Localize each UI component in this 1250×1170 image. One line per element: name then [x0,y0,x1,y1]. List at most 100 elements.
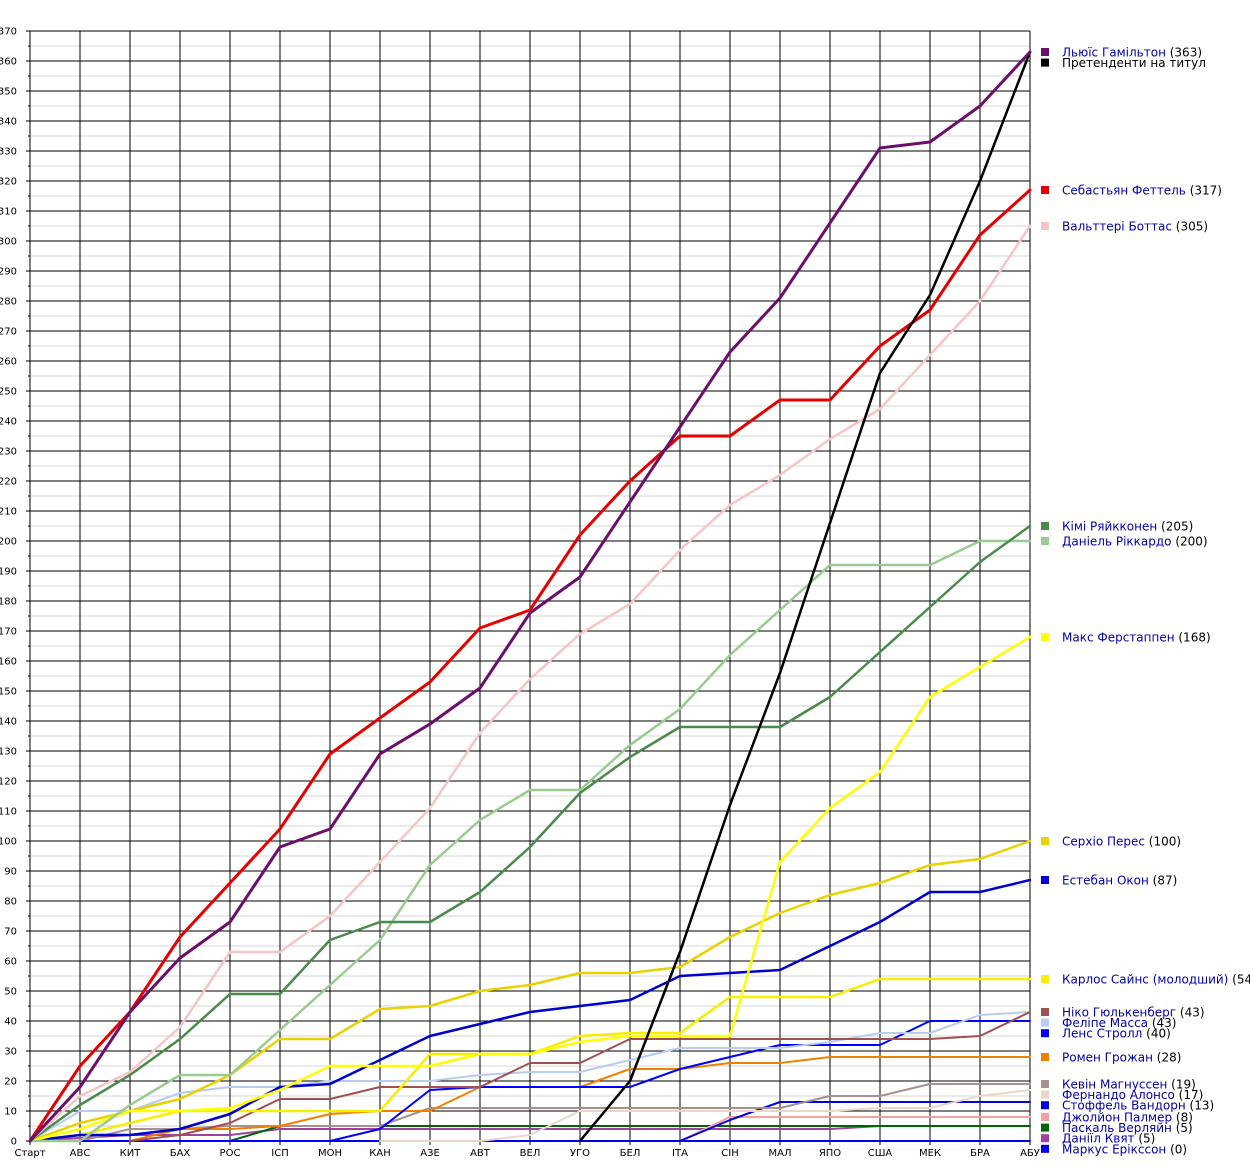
legend-entry: Даніїл Квят (5) [1062,1132,1155,1146]
y-tick-label: 40 [4,1017,17,1028]
x-tick-label: ЯПО [819,1148,841,1159]
y-tick-label: 320 [0,177,17,188]
legend-name[interactable]: Паскаль Верляйн [1062,1121,1172,1135]
y-tick-label: 360 [0,57,17,68]
legend-total: (43) [1148,1016,1176,1030]
legend-name[interactable]: Себастьян Феттель [1062,184,1186,198]
y-tick-label: 150 [0,687,17,698]
legend-entry: Маркус Ерікссон (0) [1062,1142,1187,1156]
legend-entry: Карлос Сайнс (молодший) (54) [1062,973,1250,987]
y-tick-label: 230 [0,447,17,458]
x-tick-label: ВЕЛ [520,1148,541,1159]
legend-entry: Джолйон Палмер (8) [1062,1111,1193,1125]
legend: Льюїс Гамільтон (363)Претенденти на титу… [1041,46,1250,1156]
y-tick-label: 280 [0,297,17,308]
y-tick-label: 50 [4,987,17,998]
legend-entry: Претенденти на титул [1062,56,1206,70]
legend-name[interactable]: Стоффель Вандорн [1062,1099,1186,1113]
legend-total: (43) [1176,1006,1204,1020]
series-line-ніко-гюлькенберг [129,1011,1031,1142]
legend-swatch [1041,975,1049,983]
x-tick-label: АБУ [1020,1148,1040,1159]
legend-name[interactable]: Ромен Грожан [1062,1051,1153,1065]
y-tick-label: 300 [0,237,17,248]
y-tick-label: 170 [0,627,17,638]
y-tick-label: 340 [0,117,17,128]
legend-entry: Себастьян Феттель (317) [1062,184,1222,198]
series-line-даніель-ріккардо [28,539,1032,1143]
legend-name[interactable]: Макс Ферстаппен [1062,631,1175,645]
legend-name[interactable]: Фернандо Алонсо [1062,1088,1175,1102]
legend-entry: Ромен Грожан (28) [1062,1051,1181,1065]
legend-entry: Макс Ферстаппен (168) [1062,631,1211,645]
legend-total: (8) [1172,1111,1193,1125]
legend-swatch [1041,1029,1049,1038]
y-tick-label: 350 [0,87,17,98]
legend-total: (363) [1166,46,1202,60]
y-tick-label: 240 [0,417,17,428]
legend-entry: Вальттері Боттас (305) [1062,220,1208,234]
legend-name[interactable]: Даніїл Квят [1062,1132,1135,1146]
y-tick-label: 370 [0,27,17,38]
legend-total: (168) [1175,631,1211,645]
legend-name[interactable]: Кевін Магнуссен [1062,1078,1167,1092]
legend-total: (40) [1142,1027,1170,1041]
legend-name[interactable]: Джолйон Палмер [1062,1111,1172,1125]
legend-name[interactable]: Кімі Ряйкконен [1062,520,1157,534]
series-line-естебан-окон [28,878,1032,1143]
legend-swatch [1041,1090,1049,1099]
x-tick-label: СІН [721,1148,738,1159]
series-line-ленс-стролл [29,1020,1031,1142]
x-tick-label: УГО [570,1148,590,1159]
legend-name[interactable]: Вальттері Боттас [1062,220,1172,234]
legend-entry: Ніко Гюлькенберг (43) [1062,1006,1205,1020]
series-line-себастьян-феттель [28,188,1032,1143]
legend-entry: Стоффель Вандорн (13) [1062,1099,1214,1113]
legend-name: Претенденти на титул [1062,56,1206,70]
y-tick-label: 250 [0,387,17,398]
legend-swatch [1041,186,1049,194]
legend-swatch [1041,1008,1049,1016]
y-tick-label: 10 [4,1107,17,1118]
x-tick-label: МАЛ [769,1148,792,1159]
series-lines [28,50,1032,1143]
legend-entry: Ленс Стролл (40) [1062,1027,1171,1041]
y-tick-label: 270 [0,327,17,338]
legend-name[interactable]: Ленс Стролл [1062,1027,1142,1041]
y-tick-label: 290 [0,267,17,278]
y-tick-label: 70 [4,927,17,938]
legend-total: (28) [1153,1051,1181,1065]
legend-name[interactable]: Ніко Гюлькенберг [1062,1006,1176,1020]
x-tick-label: БАХ [170,1148,191,1159]
x-tick-label: МОН [318,1148,342,1159]
legend-swatch [1041,1134,1049,1143]
legend-name[interactable]: Естебан Окон [1062,874,1149,888]
y-tick-label: 90 [4,867,17,878]
legend-total: (317) [1186,184,1222,198]
x-tick-label: АВС [70,1148,91,1159]
legend-name[interactable]: Даніель Ріккардо [1062,535,1172,549]
y-tick-label: 30 [4,1047,17,1058]
legend-entry: Кевін Магнуссен (19) [1062,1078,1196,1092]
series-line-фернандо-алонсо [379,1089,1031,1142]
legend-name[interactable]: Маркус Ерікссон [1062,1142,1166,1156]
legend-name[interactable]: Карлос Сайнс (молодший) [1062,973,1228,987]
legend-entry: Кімі Ряйкконен (205) [1062,520,1193,534]
legend-entry: Феліпе Масса (43) [1062,1016,1176,1030]
legend-name[interactable]: Льюїс Гамільтон [1062,46,1166,60]
legend-swatch [1041,837,1049,845]
legend-name[interactable]: Феліпе Масса [1062,1016,1148,1030]
legend-total: (87) [1149,874,1177,888]
x-tick-label: МЕК [919,1148,941,1159]
legend-entry: Серхіо Перес (100) [1062,835,1181,849]
series-line-серхіо-перес [28,839,1032,1143]
grid: 0 10 20 30 40 50 60 70 80 90 100 110 120 130 140 150 160… [0,27,1040,1160]
legend-total: (305) [1172,220,1208,234]
x-tick-label: КАН [369,1148,390,1159]
legend-total: (205) [1157,520,1193,534]
series-line-льюїс-гамільтон [28,50,1032,1143]
legend-total: (13) [1186,1099,1214,1113]
y-tick-label: 100 [0,837,17,848]
legend-name[interactable]: Серхіо Перес [1062,835,1145,849]
legend-swatch [1041,58,1049,67]
